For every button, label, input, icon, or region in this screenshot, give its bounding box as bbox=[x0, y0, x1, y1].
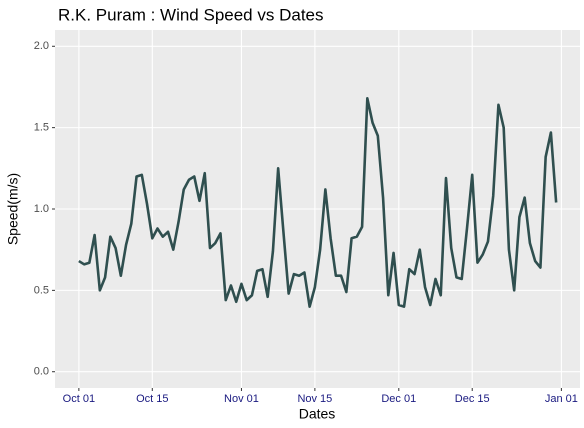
x-tick-label: Oct 15 bbox=[136, 393, 168, 405]
x-tick-label: Nov 15 bbox=[297, 393, 332, 405]
y-tick-label: 0.5 bbox=[34, 284, 49, 296]
y-tick-label: 2.0 bbox=[34, 40, 49, 52]
y-axis-label: Speed(m/s) bbox=[5, 173, 21, 245]
y-tick-label: 0.0 bbox=[34, 366, 49, 378]
x-axis-label: Dates bbox=[299, 406, 336, 422]
line bbox=[78, 97, 558, 308]
x-tick-label: Jan 01 bbox=[545, 393, 578, 405]
chart-title: R.K. Puram : Wind Speed vs Dates bbox=[58, 5, 324, 24]
y-tick-label: 1.5 bbox=[34, 122, 49, 134]
x-tick-label: Dec 01 bbox=[381, 393, 416, 405]
y-tick-label: 1.0 bbox=[34, 203, 49, 215]
x-tick-label: Dec 15 bbox=[455, 393, 490, 405]
x-tick-label: Nov 01 bbox=[224, 393, 259, 405]
x-tick-label: Oct 01 bbox=[63, 393, 95, 405]
